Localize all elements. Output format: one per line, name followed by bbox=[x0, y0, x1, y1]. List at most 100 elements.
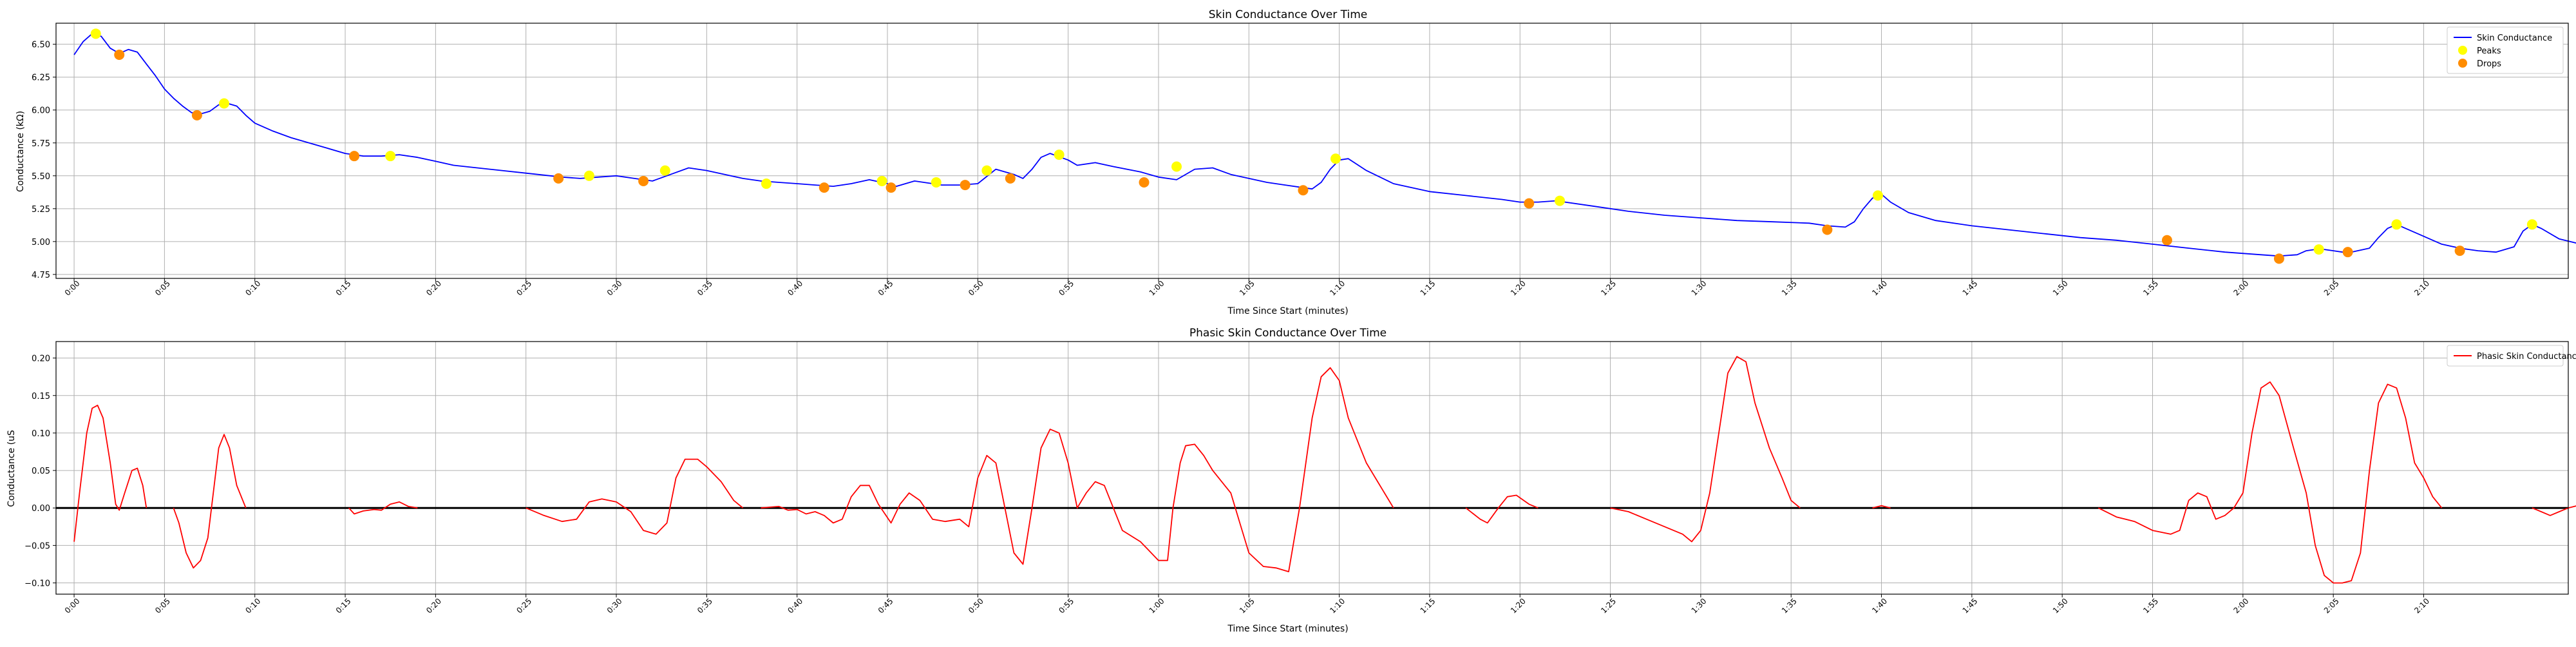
peaks-marker bbox=[1872, 190, 1883, 201]
skin-conductance-y-tick-label: 5.00 bbox=[32, 238, 50, 247]
skin-conductance-x-tick-label: 2:05 bbox=[2322, 279, 2341, 298]
phasic-conductance-x-tick-label: 0:10 bbox=[243, 597, 262, 615]
drops-marker bbox=[2342, 247, 2353, 258]
phasic-conductance-x-tick-label: 1:50 bbox=[2051, 597, 2070, 615]
skin-conductance-x-tick-label: 0:20 bbox=[424, 279, 443, 298]
skin-conductance-x-tick-label: 0:40 bbox=[786, 279, 804, 298]
phasic-conductance-series-line bbox=[2098, 381, 2443, 584]
phasic-conductance-x-tick-label: 1:35 bbox=[1780, 597, 1799, 615]
phasic-conductance-x-tick-label: 0:40 bbox=[786, 597, 804, 615]
drops-marker bbox=[1005, 173, 1016, 184]
drops-marker bbox=[2454, 246, 2465, 256]
skin-conductance-ylabel: Conductance (kΩ) bbox=[15, 111, 26, 192]
skin-conductance-series-line bbox=[73, 33, 2576, 257]
skin-conductance-x-tick-label: 1:40 bbox=[1870, 279, 1889, 298]
skin-conductance-x-tick-label: 1:00 bbox=[1148, 279, 1166, 298]
skin-conductance-axes-frame bbox=[55, 23, 2569, 279]
peaks-marker bbox=[1554, 195, 1565, 206]
peaks-marker bbox=[981, 165, 992, 176]
peaks-marker bbox=[583, 170, 594, 181]
legend-marker-swatch bbox=[2458, 46, 2467, 55]
drops-marker bbox=[114, 49, 125, 60]
phasic-conductance-series-line bbox=[761, 367, 1394, 572]
peaks-marker bbox=[219, 98, 230, 109]
peaks-marker bbox=[931, 177, 942, 188]
peaks-marker bbox=[2313, 244, 2324, 255]
phasic-conductance-series-line bbox=[526, 458, 744, 535]
phasic-conductance-y-tick-label: 0.05 bbox=[32, 467, 50, 476]
skin-conductance-x-tick-label: 2:00 bbox=[2232, 279, 2251, 298]
phasic-conductance-x-tick-label: 0:05 bbox=[153, 597, 172, 615]
skin-conductance-x-tick-label: 0:30 bbox=[605, 279, 624, 298]
peaks-marker bbox=[385, 151, 396, 162]
phasic-conductance-axes-frame bbox=[55, 341, 2569, 595]
skin-conductance-x-tick-label: 1:20 bbox=[1509, 279, 1528, 298]
drops-marker bbox=[960, 180, 971, 191]
skin-conductance-x-tick-label: 0:45 bbox=[876, 279, 895, 298]
skin-conductance-x-tick-label: 1:35 bbox=[1780, 279, 1799, 298]
phasic-conductance-x-tick-label: 0:35 bbox=[696, 597, 714, 615]
skin-conductance-x-tick-label: 2:10 bbox=[2412, 279, 2431, 298]
phasic-conductance-x-tick-label: 1:45 bbox=[1961, 597, 1980, 615]
phasic-conductance-x-tick-label: 1:20 bbox=[1509, 597, 1528, 615]
peaks-marker bbox=[90, 28, 101, 39]
drops-marker bbox=[2273, 253, 2284, 264]
phasic-conductance-xlabel: Time Since Start (minutes) bbox=[1227, 624, 1348, 634]
peaks-marker bbox=[1054, 150, 1065, 160]
skin-conductance-x-tick-label: 1:50 bbox=[2051, 279, 2070, 298]
legend-label: Phasic Skin Conductance bbox=[2477, 352, 2576, 362]
phasic-conductance-x-tick-label: 0:00 bbox=[63, 597, 82, 615]
drops-marker bbox=[819, 182, 829, 193]
phasic-conductance-y-tick-label: 0.15 bbox=[32, 392, 50, 401]
drops-marker bbox=[349, 151, 360, 162]
phasic-conductance-y-tick-label: 0.10 bbox=[32, 429, 50, 439]
legend-label: Skin Conductance bbox=[2477, 34, 2552, 43]
skin-conductance-y-tick-label: 5.50 bbox=[32, 172, 50, 182]
phasic-conductance-series-line bbox=[1610, 356, 1801, 543]
skin-conductance-y-tick-label: 5.75 bbox=[32, 139, 50, 149]
skin-conductance-x-tick-label: 1:45 bbox=[1961, 279, 1980, 298]
skin-conductance-y-tick-label: 6.50 bbox=[32, 41, 50, 50]
drops-marker bbox=[638, 175, 649, 186]
legend-marker-swatch bbox=[2458, 59, 2467, 68]
phasic-conductance-panel: Phasic Skin Conductance Over Time Time S… bbox=[6, 327, 2576, 634]
phasic-conductance-x-tick-label: 2:10 bbox=[2412, 597, 2431, 615]
skin-conductance-x-tick-label: 0:50 bbox=[967, 279, 985, 298]
skin-conductance-y-tick-label: 4.75 bbox=[32, 271, 50, 280]
skin-conductance-panel: Skin Conductance Over Time Time Since St… bbox=[15, 8, 2576, 316]
phasic-conductance-y-tick-label: 0.20 bbox=[32, 354, 50, 364]
phasic-conductance-x-tick-label: 0:50 bbox=[967, 597, 985, 615]
drops-marker bbox=[1822, 224, 1833, 235]
skin-conductance-x-tick-label: 0:55 bbox=[1057, 279, 1075, 298]
drops-marker bbox=[886, 182, 896, 193]
skin-conductance-x-tick-label: 1:05 bbox=[1238, 279, 1256, 298]
skin-conductance-x-tick-label: 1:25 bbox=[1599, 279, 1618, 298]
skin-conductance-xlabel: Time Since Start (minutes) bbox=[1227, 306, 1348, 316]
phasic-conductance-series-line bbox=[348, 501, 418, 515]
peaks-marker bbox=[876, 175, 887, 186]
phasic-conductance-y-tick-label: 0.00 bbox=[32, 504, 50, 514]
phasic-conductance-x-tick-label: 0:45 bbox=[876, 597, 895, 615]
peaks-marker bbox=[1330, 153, 1341, 164]
skin-conductance-x-tick-label: 0:05 bbox=[153, 279, 172, 298]
drops-marker bbox=[553, 173, 564, 184]
peaks-marker bbox=[2526, 219, 2537, 230]
phasic-conductance-x-tick-label: 1:15 bbox=[1419, 597, 1437, 615]
phasic-conductance-x-tick-label: 1:55 bbox=[2141, 597, 2160, 615]
drops-marker bbox=[191, 110, 202, 121]
phasic-conductance-series-line bbox=[173, 434, 247, 569]
phasic-conductance-x-tick-label: 2:05 bbox=[2322, 597, 2341, 615]
phasic-conductance-x-tick-label: 1:10 bbox=[1328, 597, 1347, 615]
skin-conductance-x-tick-label: 0:10 bbox=[243, 279, 262, 298]
phasic-conductance-legend bbox=[2447, 345, 2564, 367]
phasic-conductance-y-tick-label: −0.10 bbox=[24, 579, 50, 589]
phasic-conductance-x-tick-label: 0:25 bbox=[515, 597, 533, 615]
phasic-conductance-x-tick-label: 1:05 bbox=[1238, 597, 1256, 615]
drops-marker bbox=[2161, 235, 2172, 246]
skin-conductance-x-tick-label: 1:30 bbox=[1690, 279, 1709, 298]
legend-label: Peaks bbox=[2477, 46, 2501, 56]
phasic-conductance-x-tick-label: 0:55 bbox=[1057, 597, 1075, 615]
legend-label: Drops bbox=[2477, 59, 2501, 69]
